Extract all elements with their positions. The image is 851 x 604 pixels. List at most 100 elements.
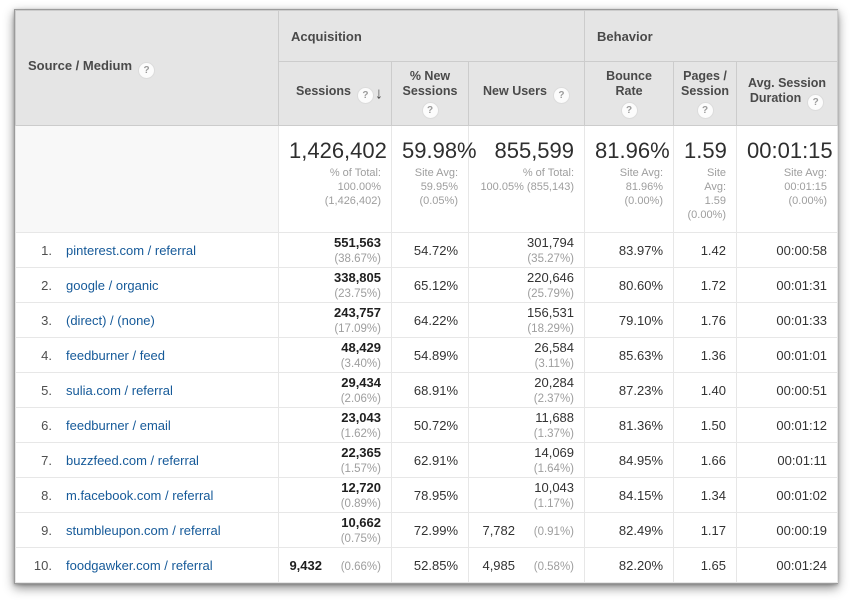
bounce-rate-value: 81.36% <box>618 417 664 433</box>
pages-session-cell: 1.42 <box>673 232 738 268</box>
source-medium-link[interactable]: feedburner / email <box>66 417 171 433</box>
bounce-rate-value: 85.63% <box>618 347 664 363</box>
totals-bounce-rate-value: 81.96% <box>595 138 670 163</box>
totals-pages-session-cell: 1.59 Site Avg: 1.59 (0.00%) <box>673 125 738 233</box>
new-users-value: 301,794 <box>527 235 575 250</box>
source-medium-link[interactable]: foodgawker.com / referral <box>66 557 213 573</box>
pages-session-value: 1.76 <box>700 312 727 328</box>
totals-new-sessions-cell: 59.98% Site Avg: 59.95% (0.05%) <box>391 125 477 233</box>
totals-dimension-cell <box>15 125 279 233</box>
column-header-new-users[interactable]: New Users <box>467 61 586 126</box>
source-medium-link[interactable]: stumbleupon.com / referral <box>66 522 221 538</box>
source-medium-link[interactable]: (direct) / (none) <box>66 312 155 328</box>
pages-session-value: 1.72 <box>700 277 727 293</box>
new-users-value: 20,284 <box>534 375 575 390</box>
pages-session-cell: 1.17 <box>673 512 738 548</box>
sessions-value: 48,429 <box>341 340 381 355</box>
source-medium-link[interactable]: pinterest.com / referral <box>66 242 197 258</box>
new-sessions-cell: 68.91% <box>391 372 469 408</box>
pages-session-cell: 1.76 <box>673 302 738 338</box>
pages-session-value: 1.36 <box>700 347 727 363</box>
avg-duration-value: 00:01:33 <box>776 312 828 328</box>
new-users-cell: 26,584 (3.11%) <box>467 337 586 373</box>
row-rank: 10. <box>33 557 52 573</box>
new-users-cell: 14,069 (1.64%) <box>467 442 586 478</box>
avg-duration-header-label: Avg. Session Duration <box>748 76 827 105</box>
help-icon[interactable] <box>807 94 825 111</box>
help-icon[interactable] <box>356 86 374 104</box>
new-sessions-cell: 64.22% <box>391 302 469 338</box>
column-header-bounce-rate[interactable]: Bounce Rate <box>584 61 675 126</box>
help-icon[interactable] <box>620 101 638 119</box>
bounce-rate-value: 79.10% <box>618 312 664 328</box>
new-users-percent: (25.79%) <box>527 288 575 300</box>
column-header-sessions[interactable]: Sessions <box>278 61 392 126</box>
pages-session-cell: 1.34 <box>673 477 738 513</box>
sessions-value: 9,432 <box>289 557 322 573</box>
row-rank: 8. <box>41 487 52 503</box>
new-users-cell: 4,985 (0.58%) <box>467 547 586 583</box>
source-medium-link[interactable]: buzzfeed.com / referral <box>66 452 199 468</box>
table-row: 4. feedburner / feed 48,429 (3.40%) 54.89%… <box>15 337 839 373</box>
table-row: 10. foodgawker.com / referral 9,432 (0.66%… <box>15 547 839 583</box>
new-users-percent: (1.37%) <box>533 428 575 440</box>
new-sessions-cell: 50.72% <box>391 407 469 443</box>
avg-duration-value: 00:00:58 <box>776 242 828 258</box>
sessions-value: 29,434 <box>341 375 381 390</box>
row-rank: 2. <box>41 277 52 293</box>
help-icon[interactable] <box>552 86 570 104</box>
sessions-percent: (1.62%) <box>340 428 381 440</box>
source-medium-link[interactable]: feedburner / feed <box>66 347 166 363</box>
avg-duration-value: 00:00:19 <box>776 522 828 538</box>
sessions-cell: 9,432 (0.66%) <box>278 547 392 583</box>
new-users-cell: 156,531 (18.29%) <box>467 302 586 338</box>
avg-duration-value: 00:01:01 <box>776 347 828 363</box>
sessions-value: 10,662 <box>341 515 381 530</box>
new-users-value: 11,688 <box>535 410 575 425</box>
bounce-rate-value: 84.95% <box>618 452 664 468</box>
source-medium-link[interactable]: m.facebook.com / referral <box>66 487 214 503</box>
new-users-percent: (0.58%) <box>533 560 575 573</box>
new-sessions-value: 54.89% <box>413 347 458 363</box>
table-row: 7. buzzfeed.com / referral 22,365(1.57%) … <box>15 442 839 478</box>
source-medium-cell: 7. buzzfeed.com / referral <box>15 442 279 478</box>
source-medium-link[interactable]: sulia.com / referral <box>66 382 173 398</box>
column-header-avg-duration[interactable]: Avg. Session Duration <box>736 61 839 126</box>
source-medium-cell: 1. pinterest.com / referral <box>15 232 279 268</box>
sessions-header-label: Sessions <box>296 83 351 98</box>
totals-bounce-rate-cell: 81.96% Site Avg: 81.96% (0.00%) <box>584 125 675 233</box>
source-medium-link[interactable]: google / organic <box>66 277 159 293</box>
new-sessions-cell: 78.95% <box>391 477 469 513</box>
source-medium-table: Source / Medium Acquisition Behavior Ses… <box>15 10 839 583</box>
column-header-source-medium: Source / Medium <box>15 10 279 126</box>
new-users-value: 7,782 <box>482 522 516 538</box>
source-medium-cell: 6. feedburner / email <box>15 407 279 443</box>
column-header-new-sessions[interactable]: % New Sessions <box>391 61 469 126</box>
totals-pages-session-value: 1.59 <box>684 138 727 163</box>
pages-session-cell: 1.36 <box>673 337 738 373</box>
sessions-cell: 48,429 (3.40%) <box>278 337 392 373</box>
bounce-rate-value: 87.23% <box>618 382 664 398</box>
sessions-cell: 22,365 (1.57%) <box>278 442 392 478</box>
sessions-value: 338,805 <box>334 270 381 285</box>
help-icon[interactable] <box>421 101 439 119</box>
new-sessions-value: 50.72% <box>413 417 458 433</box>
new-users-percent: (18.29%) <box>527 323 575 335</box>
sort-descending-icon[interactable] <box>375 86 383 101</box>
pages-session-value: 1.34 <box>700 487 727 503</box>
totals-avg-duration-value: 00:01:15 <box>747 138 833 163</box>
sessions-cell: 10,662 (0.75%) <box>278 512 392 548</box>
new-users-percent: (2.37%) <box>533 393 575 405</box>
avg-duration-cell: 00:00:58 <box>736 232 839 268</box>
column-header-pages-session[interactable]: Pages / Session <box>673 61 738 126</box>
avg-duration-value: 00:00:51 <box>776 382 828 398</box>
pages-session-value: 1.65 <box>700 557 727 573</box>
new-users-percent: (3.11%) <box>534 358 575 370</box>
bounce-rate-header-label: Bounce Rate <box>606 68 652 98</box>
new-users-cell: 301,794 (35.27%) <box>467 232 586 268</box>
sessions-percent: (23.75%) <box>334 288 381 300</box>
help-icon[interactable] <box>696 101 714 119</box>
avg-duration-value: 00:01:24 <box>776 557 828 573</box>
help-icon[interactable] <box>138 61 156 79</box>
row-rank: 7. <box>41 452 52 468</box>
